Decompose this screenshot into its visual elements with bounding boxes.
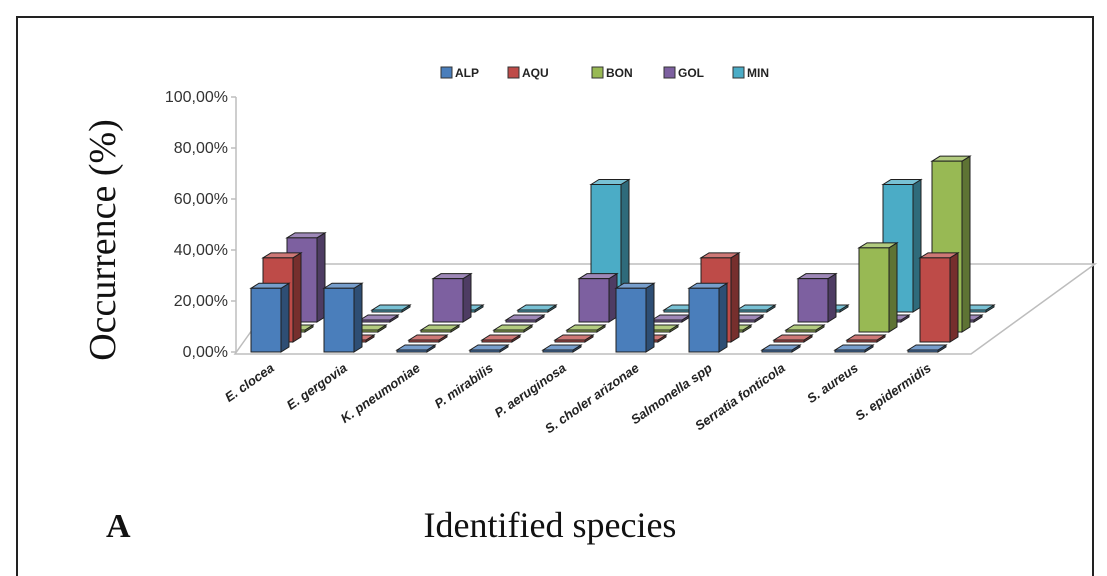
y-tick-label: 100,00% [165, 89, 228, 106]
bar-alp-2 [395, 344, 437, 353]
legend-item-bon: BON [591, 66, 633, 80]
bar-aqu-9 [918, 251, 960, 343]
x-tick-label: P. aeruginosa [492, 360, 569, 420]
x-tick-label: P. mirabilis [432, 360, 496, 411]
bar-alp-1 [322, 282, 364, 353]
bar-gol-7 [796, 272, 838, 323]
legend-swatch [591, 66, 604, 79]
legend-label: BON [606, 66, 633, 80]
y-tick-label: 40,00% [174, 242, 228, 259]
bar-min-6 [735, 304, 777, 313]
legend: ALP AQU BON GOL MIN [440, 66, 769, 80]
figure-frame [16, 16, 1094, 576]
bar-aqu-2 [407, 334, 449, 343]
bar-bon-3 [492, 324, 534, 333]
x-tick-label: S. aureus [804, 360, 861, 406]
bar-gol-3 [504, 314, 546, 323]
legend-label: ALP [455, 66, 479, 80]
bar-bon-7 [784, 324, 826, 333]
bar-min-3 [516, 304, 558, 313]
bar-alp-5 [614, 282, 656, 353]
legend-label: AQU [522, 66, 549, 80]
x-tick-label: K. pneumoniae [338, 360, 423, 426]
x-tick-label: E. clocea [222, 360, 277, 405]
legend-swatch [663, 66, 676, 79]
legend-item-min: MIN [732, 66, 769, 80]
bar-alp-7 [760, 344, 802, 353]
legend-swatch [732, 66, 745, 79]
bar-bon-4 [565, 324, 607, 333]
y-axis: 0,00% 20,00% 40,00% 60,00% 80,00% 100,00% [165, 89, 237, 361]
y-tick-label: 20,00% [174, 293, 228, 310]
legend-swatch [440, 66, 453, 79]
bar-gol-5 [650, 314, 692, 323]
bar-aqu-8 [845, 334, 887, 343]
legend-item-aqu: AQU [507, 66, 549, 80]
bar-aqu-7 [772, 334, 814, 343]
bar-alp-4 [541, 344, 583, 353]
bar-bon-5 [638, 324, 680, 333]
panel-label: A [106, 508, 131, 545]
legend-label: MIN [747, 66, 769, 80]
legend-label: GOL [678, 66, 704, 80]
y-axis-label: Occurrence (%) [82, 119, 124, 361]
bar-aqu-4 [553, 334, 595, 343]
bar-alp-3 [468, 344, 510, 353]
x-tick-label: S. epidermidis [852, 360, 933, 423]
x-axis-label: Identified species [424, 505, 677, 545]
x-tick-label: E. gergovia [284, 360, 350, 412]
y-tick-label: 60,00% [174, 191, 228, 208]
bar-alp-0 [249, 282, 291, 353]
bar-bon-8 [857, 241, 899, 333]
legend-swatch [507, 66, 520, 79]
bar-gol-1 [358, 314, 400, 323]
bars [249, 155, 996, 353]
bar-alp-6 [687, 282, 729, 353]
legend-item-gol: GOL [663, 66, 704, 80]
bar-bon-2 [419, 324, 461, 333]
bar-alp-8 [833, 344, 875, 353]
legend-item-alp: ALP [440, 66, 479, 80]
bar-alp-9 [906, 344, 948, 353]
y-tick-label: 0,00% [183, 344, 228, 361]
y-tick-label: 80,00% [174, 140, 228, 157]
bar-gol-2 [431, 272, 473, 323]
bar-gol-4 [577, 272, 619, 323]
bar-aqu-3 [480, 334, 522, 343]
bar-min-1 [370, 304, 412, 313]
